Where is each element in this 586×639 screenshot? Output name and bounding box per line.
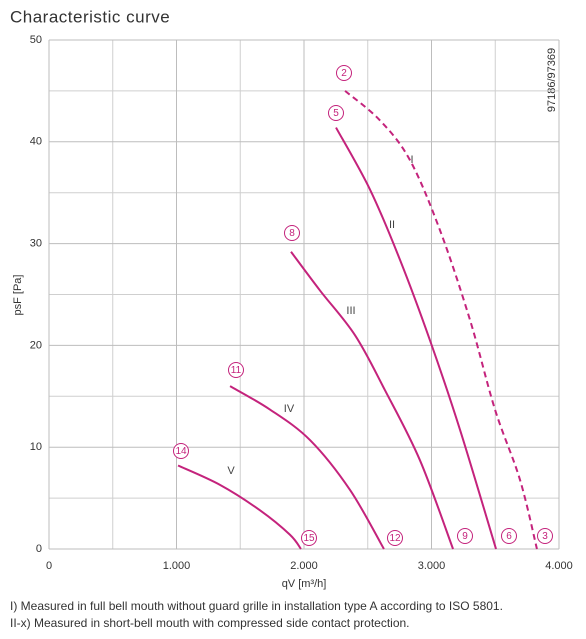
point-label: 14 — [175, 446, 187, 457]
point-marker — [284, 225, 300, 241]
x-axis-label: qV [m³/h] — [282, 578, 327, 590]
point-marker — [457, 528, 473, 544]
curve-label: I — [410, 154, 413, 166]
curve-label: III — [346, 305, 355, 317]
point-label: 9 — [462, 531, 468, 542]
point-label: 12 — [389, 533, 401, 544]
y-tick-label: 20 — [30, 339, 42, 351]
curve — [177, 464, 302, 550]
point-marker — [301, 530, 317, 546]
point-marker — [328, 105, 344, 121]
y-tick-label: 50 — [30, 34, 42, 46]
curve-label: II — [389, 219, 395, 231]
point-label: 2 — [341, 68, 347, 79]
footnote: II-x) Measured in short-bell mouth with … — [10, 616, 410, 630]
point-label: 6 — [506, 531, 512, 542]
point-label: 3 — [542, 531, 548, 542]
x-tick-label: 3.000 — [418, 560, 446, 572]
curve-label: V — [227, 465, 235, 477]
point-label: 15 — [303, 533, 315, 544]
point-marker — [336, 65, 352, 81]
footnote: I) Measured in full bell mouth without g… — [10, 599, 503, 613]
y-tick-label: 40 — [30, 136, 42, 148]
x-tick-label: 1.000 — [163, 560, 191, 572]
point-label: 8 — [289, 228, 295, 239]
code-label: 97186/97369 — [546, 48, 558, 112]
point-label: 11 — [231, 365, 242, 376]
y-axis-label: psF [Pa] — [12, 275, 24, 316]
curve — [229, 385, 385, 550]
point-label: 5 — [333, 108, 339, 119]
x-tick-label: 2.000 — [290, 560, 318, 572]
point-marker — [228, 362, 244, 378]
y-tick-label: 30 — [30, 238, 42, 250]
curve-label: IV — [284, 403, 295, 415]
point-marker — [387, 530, 403, 546]
curve — [335, 127, 497, 550]
y-tick-label: 0 — [36, 543, 42, 555]
x-tick-label: 4.000 — [545, 560, 573, 572]
curve — [344, 90, 538, 550]
point-marker — [173, 443, 189, 459]
point-marker — [537, 528, 553, 544]
curve — [290, 251, 454, 550]
chart-title: Characteristic curve — [10, 7, 170, 26]
y-tick-label: 10 — [30, 441, 42, 453]
chart: Characteristic curve 97186/97369 psF [Pa… — [10, 7, 573, 590]
x-tick-label: 0 — [46, 560, 52, 572]
point-marker — [501, 528, 517, 544]
